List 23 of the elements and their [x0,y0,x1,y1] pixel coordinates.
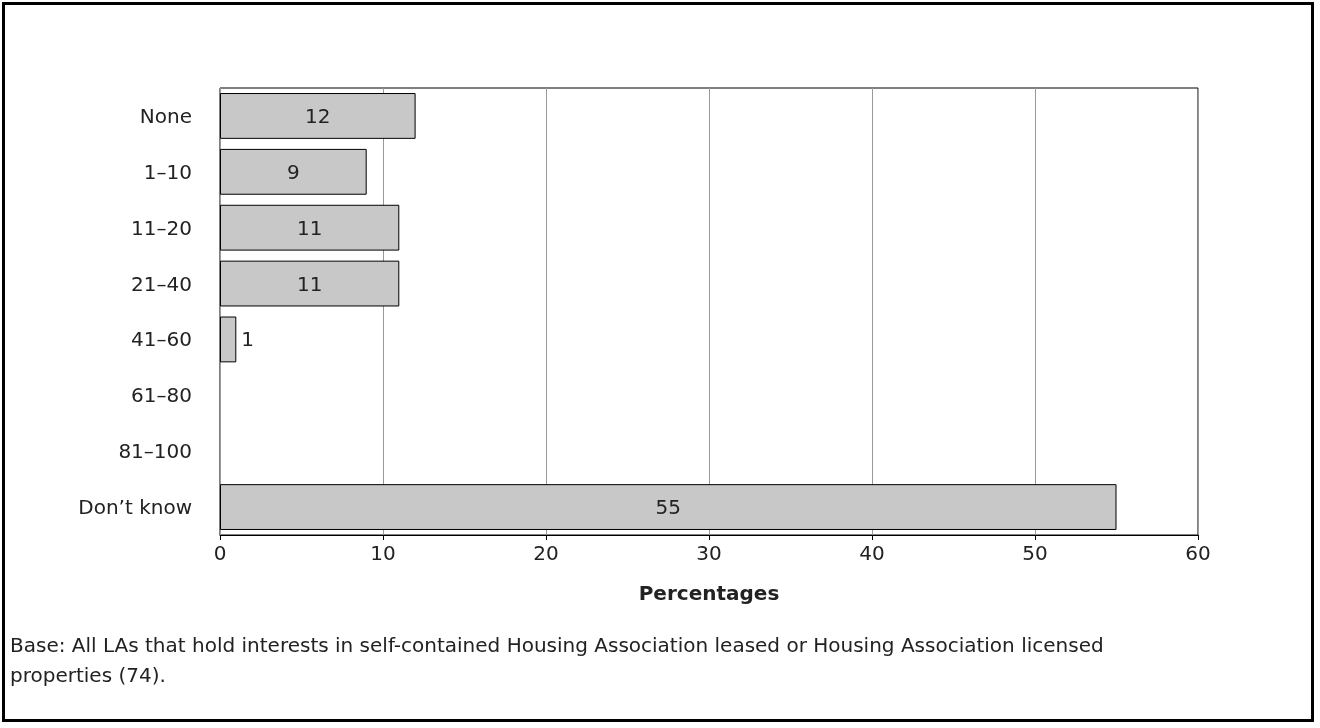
y-tick-label: 41–60 [131,327,192,352]
data-label: 55 [655,495,681,520]
y-tick-label: 1–10 [143,159,192,184]
data-label: 12 [305,103,331,128]
x-tick-label: 20 [533,541,559,565]
x-tick-label: 30 [696,541,722,565]
text: Base: All LAs that hold interests in self-contained Housing Association leased or Housing Association licensed properties (74). [10,632,1105,689]
x-tick-label: 0 [213,541,227,565]
data-label: 1 [241,327,255,352]
data-label: 9 [286,159,300,184]
y-tick-label: None [139,103,192,128]
y-tick-label: Don’t know [78,495,192,520]
data-label: 11 [296,215,323,240]
x-axis-title: Percentages [638,581,780,605]
data-label: 11 [296,271,323,296]
x-tick-label: 50 [1022,541,1048,565]
x-tick-label: 60 [1185,541,1211,565]
y-tick-label: 81–100 [118,439,192,464]
x-tick-label: 40 [859,541,885,565]
x-tick-label: 10 [370,541,396,565]
y-tick-label: 21–40 [131,271,192,296]
y-tick-label: 61–80 [131,383,192,408]
y-tick-label: 11–20 [131,215,192,240]
